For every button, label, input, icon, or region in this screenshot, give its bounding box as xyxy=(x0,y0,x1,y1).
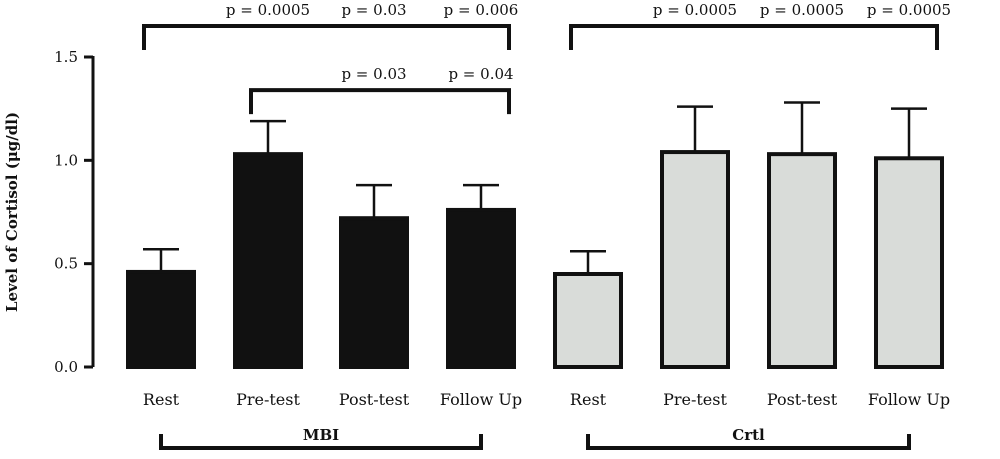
p-value-label: p = 0.03 xyxy=(341,65,406,83)
bar xyxy=(233,152,303,369)
p-value-label: p = 0.03 xyxy=(341,1,406,19)
p-value-label: p = 0.0005 xyxy=(760,1,844,19)
bar xyxy=(660,150,730,369)
bar xyxy=(553,272,623,369)
group-bracket xyxy=(159,434,483,450)
y-tick-label: 1.5 xyxy=(54,48,78,66)
category-label: Rest xyxy=(570,390,607,409)
axes: 0.0 0.5 1.0 1.5 xyxy=(54,48,95,376)
bar xyxy=(767,152,837,369)
category-label: Pre-test xyxy=(663,390,727,409)
significance-bracket xyxy=(142,24,511,50)
axis-labels: Level of Cortisol (μg/dl) Rest Pre-test Pos… xyxy=(3,112,950,450)
p-value-label: p = 0.0005 xyxy=(867,1,951,19)
bar xyxy=(339,216,409,369)
category-label: Follow Up xyxy=(868,390,950,409)
group-label: Crtl xyxy=(732,426,765,444)
significance-bracket xyxy=(249,88,511,115)
y-tick-label: 1.0 xyxy=(54,151,78,169)
group-label: MBI xyxy=(303,426,339,444)
p-value-label: p = 0.0005 xyxy=(653,1,737,19)
p-value-label: p = 0.04 xyxy=(448,65,513,83)
significance-bracket xyxy=(569,24,939,50)
bar xyxy=(446,207,516,369)
bar xyxy=(126,269,196,369)
p-value-label: p = 0.006 xyxy=(444,1,519,19)
y-axis-label: Level of Cortisol (μg/dl) xyxy=(3,112,21,312)
category-label: Post-test xyxy=(767,390,838,409)
bars xyxy=(126,101,944,369)
significance-annotations: p = 0.0005 p = 0.03 p = 0.006 p = 0.03 p = 0… xyxy=(142,1,951,115)
category-label: Pre-test xyxy=(236,390,300,409)
category-label: Follow Up xyxy=(440,390,522,409)
bar xyxy=(874,156,944,369)
category-label: Post-test xyxy=(339,390,410,409)
p-value-label: p = 0.0005 xyxy=(226,1,310,19)
category-label: Rest xyxy=(143,390,180,409)
y-tick-label: 0.5 xyxy=(54,255,78,273)
group-bracket xyxy=(586,434,911,450)
y-tick-label: 0.0 xyxy=(54,358,78,376)
